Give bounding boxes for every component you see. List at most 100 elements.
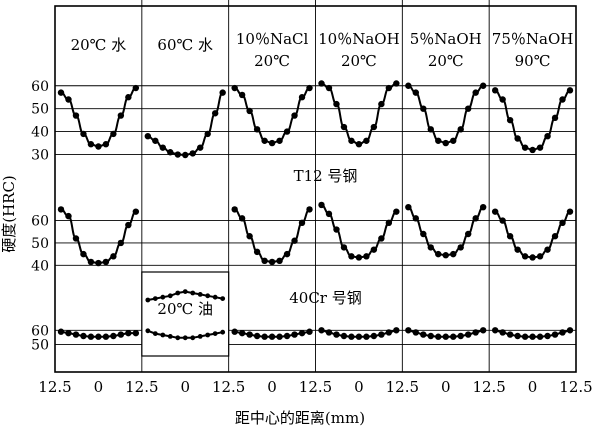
data-point	[405, 203, 412, 211]
data-point	[514, 332, 521, 340]
inset-data-point	[205, 293, 211, 299]
y-axis-label: 硬度(HRC)	[0, 175, 18, 253]
data-point	[189, 150, 196, 157]
data-point	[472, 329, 479, 336]
inset-data-point	[160, 332, 166, 338]
data-point	[238, 329, 246, 337]
data-point	[268, 258, 276, 266]
data-point	[363, 253, 370, 260]
data-point	[435, 333, 442, 340]
data-point	[457, 244, 464, 251]
series-line	[494, 89, 571, 151]
x-tick-label: 12.5	[472, 378, 505, 396]
data-point	[499, 96, 506, 103]
y-tick-label: 60	[31, 323, 49, 339]
data-point	[298, 219, 306, 227]
data-point	[566, 87, 574, 94]
data-point	[65, 96, 72, 103]
inset-data-point	[175, 290, 181, 296]
inset-data-point	[167, 293, 173, 299]
data-point	[80, 250, 87, 258]
data-point	[325, 210, 333, 218]
data-point	[514, 135, 521, 142]
data-point	[491, 208, 499, 215]
data-point	[125, 329, 132, 337]
y-tick-label: 40	[31, 125, 49, 141]
data-point	[536, 333, 544, 340]
data-point	[276, 137, 283, 144]
data-point	[231, 84, 238, 92]
panel-label: 40Cr 号钢	[289, 289, 362, 307]
data-point	[465, 105, 472, 112]
inset-data-point	[145, 328, 151, 334]
data-point	[182, 151, 189, 159]
data-point	[125, 94, 132, 101]
column-header-line: 90℃	[515, 52, 551, 70]
series-line	[494, 210, 571, 259]
data-point	[499, 329, 506, 336]
x-tick-label: 12.5	[559, 378, 592, 396]
inset-data-point	[190, 290, 196, 296]
x-tick-label: 0	[354, 378, 364, 396]
data-point	[412, 215, 420, 222]
inset-data-point	[167, 334, 173, 339]
data-point	[544, 332, 551, 340]
data-point	[450, 333, 457, 340]
data-point	[65, 212, 72, 220]
data-point	[340, 332, 348, 340]
data-point	[80, 130, 87, 138]
data-point	[276, 257, 283, 265]
data-point	[231, 206, 238, 213]
x-tick-label: 0	[528, 378, 538, 396]
data-point	[110, 253, 117, 260]
data-point	[219, 89, 226, 96]
data-point	[559, 329, 566, 336]
inset-data-point	[212, 294, 218, 300]
series-line	[60, 87, 137, 148]
data-point	[318, 201, 325, 209]
data-point	[102, 258, 110, 266]
inset-data-point	[152, 331, 158, 336]
data-point	[246, 331, 253, 338]
y-tick-label: 60	[31, 214, 49, 230]
data-point	[268, 333, 276, 340]
data-point	[385, 329, 393, 336]
data-point	[491, 327, 499, 334]
data-point	[465, 230, 472, 238]
data-point	[72, 235, 80, 242]
data-point	[65, 329, 72, 337]
data-point	[144, 132, 152, 140]
data-point	[95, 259, 102, 267]
column-header-line: 10％NaCl	[236, 30, 309, 48]
data-point	[231, 328, 238, 335]
inset-label: 20℃ 油	[157, 300, 213, 318]
data-point	[370, 123, 378, 131]
data-point	[427, 126, 434, 133]
data-point	[340, 244, 348, 251]
data-point	[355, 254, 363, 261]
data-point	[167, 149, 174, 156]
data-point	[238, 91, 246, 99]
data-point	[318, 80, 325, 87]
data-point	[521, 333, 529, 340]
data-point	[479, 327, 487, 334]
data-point	[306, 84, 313, 92]
data-point	[393, 80, 400, 87]
data-point	[363, 137, 370, 144]
x-tick-label: 0	[441, 378, 451, 396]
y-tick-label: 30	[31, 148, 49, 164]
data-point	[355, 333, 363, 340]
data-point	[340, 123, 348, 131]
data-point	[529, 146, 536, 154]
data-point	[57, 328, 65, 335]
data-point	[268, 139, 276, 147]
x-tick-label: 12.5	[299, 378, 332, 396]
data-point	[204, 130, 211, 138]
data-point	[559, 96, 566, 103]
data-point	[87, 333, 95, 340]
column-header-line: 60℃ 水	[157, 36, 213, 54]
data-point	[378, 235, 385, 242]
data-point	[348, 333, 355, 340]
data-point	[211, 110, 219, 117]
